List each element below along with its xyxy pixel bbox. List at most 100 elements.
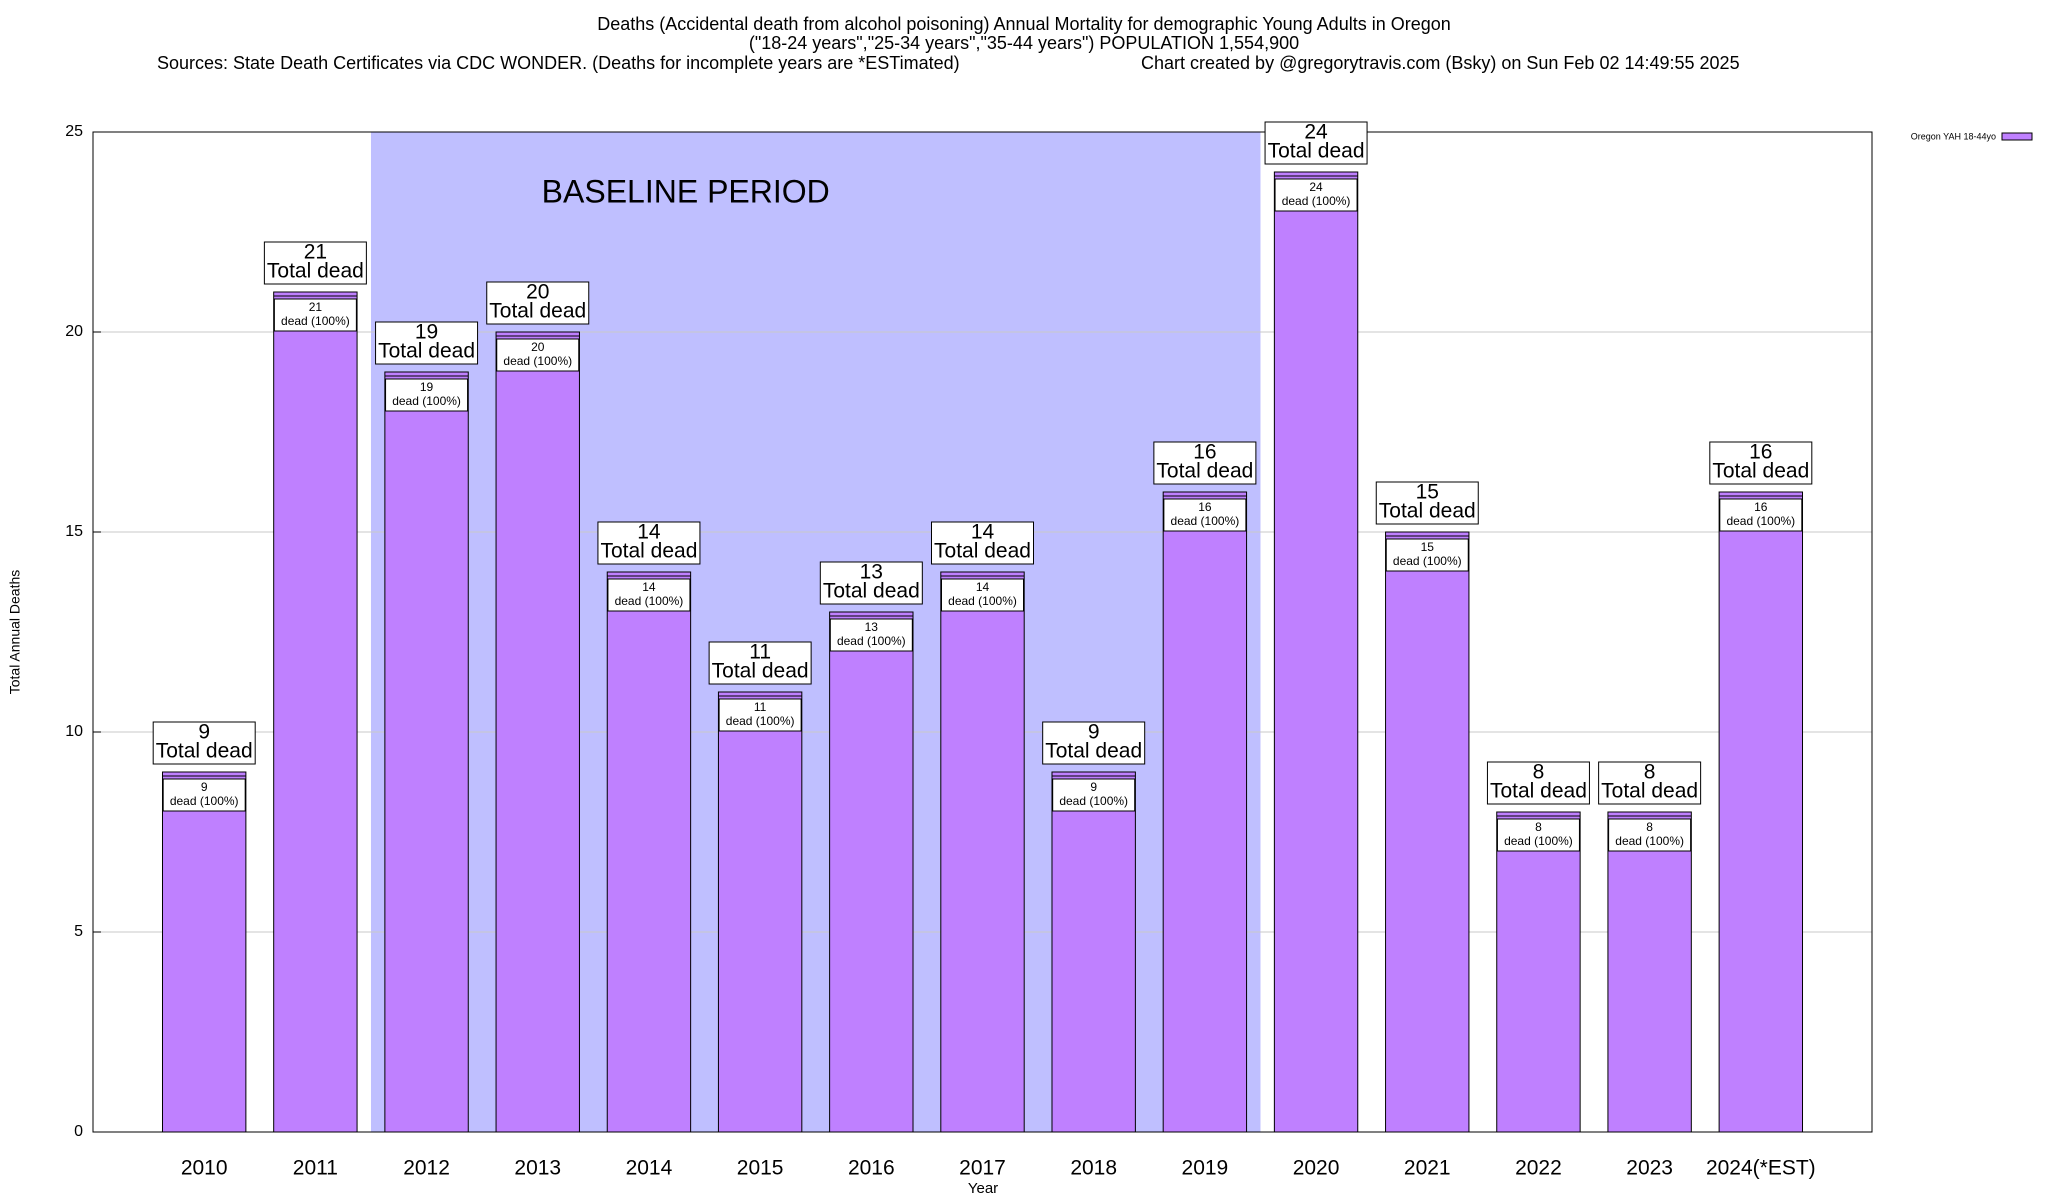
inner-segment-label: dead (100%) [948,594,1017,608]
x-tick-label: 2014 [626,1157,673,1180]
x-tick-label: 2016 [848,1157,895,1180]
inner-value-label: 19 [420,380,434,394]
inner-value-label: 21 [309,300,323,314]
total-label-box [375,321,479,365]
bar [273,291,358,1133]
inner-label-box [273,298,357,332]
total-text-label: Total dead [1379,500,1476,523]
bar [1162,491,1248,1133]
x-tick-label: 2024(*EST) [1706,1157,1816,1180]
inner-value-label: 13 [865,620,879,634]
chart-title: Deaths (Accidental death from alcohol po… [597,14,1451,34]
total-value-label: 24 [1304,121,1328,144]
bar [717,691,803,1133]
total-label-box [597,521,701,565]
bar [384,371,469,1133]
total-value-label: 15 [1416,481,1439,504]
x-tick-label: 2010 [181,1157,228,1180]
y-tick-label: 15 [65,523,83,540]
inner-value-label: 8 [1646,820,1653,834]
total-value-label: 11 [749,641,771,664]
total-value-label: 19 [415,321,438,344]
bar [940,571,1025,1133]
inner-segment-label: dead (100%) [615,594,684,608]
bar [161,771,247,1133]
x-tick-label: 2020 [1293,1157,1340,1180]
total-label-box [1042,721,1146,765]
total-label-box [819,561,923,605]
inner-segment-label: dead (100%) [726,714,795,728]
total-text-label: Total dead [156,740,253,763]
bar [1385,531,1470,1133]
inner-value-label: 15 [1421,540,1435,554]
x-tick-label: 2017 [959,1157,1006,1180]
total-value-label: 9 [1088,721,1100,744]
total-text-label: Total dead [823,580,920,603]
inner-value-label: 14 [976,580,990,594]
x-tick-label: 2019 [1182,1157,1229,1180]
inner-label-box [496,338,580,372]
total-text-label: Total dead [1045,740,1142,763]
total-text-label: Total dead [1490,780,1587,803]
y-tick-label: 5 [74,923,83,940]
total-label-box [1375,481,1479,525]
inner-segment-label: dead (100%) [1726,514,1795,528]
total-value-label: 8 [1533,761,1545,784]
chart-subtitle: ("18-24 years","25-34 years","35-44 year… [749,33,1299,53]
inner-segment-label: dead (100%) [1282,194,1351,208]
x-tick-label: 2012 [403,1157,450,1180]
credit-note: Chart created by @gregorytravis.com (Bsk… [1141,53,1740,73]
y-axis-label: Total Annual Deaths [7,570,23,695]
inner-segment-label: dead (100%) [1393,554,1462,568]
total-label-box [931,521,1034,565]
bar [1051,771,1136,1133]
total-value-label: 16 [1749,441,1772,464]
total-text-label: Total dead [1268,140,1365,163]
inner-label-box [162,778,246,812]
total-label-box [152,721,256,765]
total-text-label: Total dead [267,260,364,283]
inner-label-box [385,378,469,412]
x-tick-label: 2013 [514,1157,561,1180]
source-note: Sources: State Death Certificates via CD… [157,53,960,73]
bar [495,331,580,1133]
total-value-label: 14 [637,521,661,544]
y-tick-label: 20 [65,323,83,340]
inner-value-label: 20 [531,340,545,354]
total-label-box [1709,441,1813,485]
total-value-label: 9 [198,721,210,744]
total-label-box [263,241,367,285]
inner-segment-label: dead (100%) [281,314,350,328]
x-tick-label: 2018 [1070,1157,1117,1180]
inner-segment-label: dead (100%) [392,394,461,408]
inner-segment-label: dead (100%) [1171,514,1240,528]
inner-value-label: 16 [1754,500,1768,514]
inner-value-label: 14 [642,580,656,594]
bar [1607,811,1692,1133]
total-value-label: 14 [971,521,995,544]
inner-value-label: 16 [1198,500,1212,514]
inner-segment-label: dead (100%) [837,634,906,648]
legend-swatch [2001,132,2033,141]
inner-segment-label: dead (100%) [1504,834,1573,848]
total-text-label: Total dead [712,660,809,683]
total-label-box [1264,121,1368,165]
inner-value-label: 9 [1090,780,1097,794]
total-text-label: Total dead [600,540,697,563]
total-label-box [1486,761,1590,805]
total-label-box [486,281,590,325]
inner-segment-label: dead (100%) [170,794,239,808]
x-tick-label: 2023 [1626,1157,1673,1180]
total-text-label: Total dead [378,340,475,363]
total-value-label: 20 [526,281,549,304]
inner-label-box [718,698,802,732]
y-tick-label: 10 [65,723,83,740]
inner-label-box [829,618,913,652]
bar [1718,491,1804,1133]
inner-value-label: 11 [754,700,767,714]
total-label-box [708,641,812,685]
x-tick-label: 2011 [293,1157,338,1180]
inner-label-box [607,578,691,612]
baseline-label: BASELINE PERIOD [542,173,830,209]
